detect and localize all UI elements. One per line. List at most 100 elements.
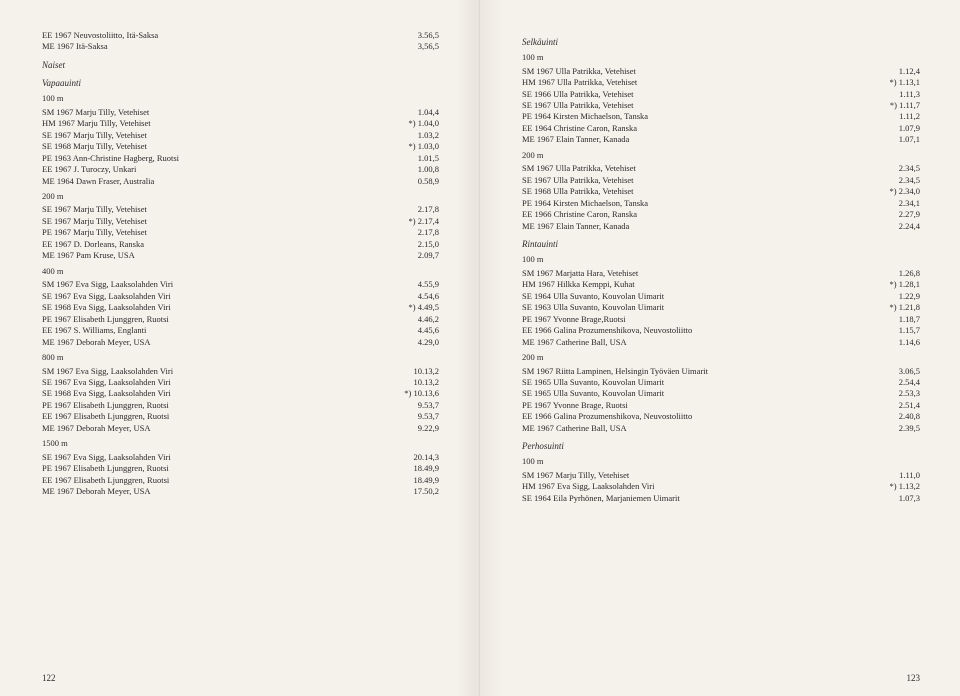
record-row: EE 1966 Galina Prozumenshikova, Neuvosto… <box>522 325 920 336</box>
record-row: ME 1967 Elain Tanner, Kanada 2.24,4 <box>522 221 920 232</box>
distance-heading: 800 m <box>42 352 439 363</box>
record-label: HM 1967 Marju Tilly, Vetehiset <box>42 118 151 129</box>
record-value: 18.49,9 <box>389 463 439 474</box>
record-value: 2.53,3 <box>870 388 920 399</box>
record-label: EE 1967 Elisabeth Ljunggren, Ruotsi <box>42 475 169 486</box>
record-row: HM 1967 Eva Sigg, Laaksolahden Viri*) 1.… <box>522 481 920 492</box>
record-row: EE 1964 Christine Caron, Ranska 1.07,9 <box>522 123 920 134</box>
record-value: 1.07,9 <box>870 123 920 134</box>
record-value: *) 2.34,0 <box>870 186 920 197</box>
record-row: SE 1967 Marju Tilly, Vetehiset1.03,2 <box>42 130 439 141</box>
record-value: *) 1.13,1 <box>870 77 920 88</box>
record-label: EE 1967 Neuvostoliitto, Itä-Saksa <box>42 30 158 41</box>
record-value: 1.15,7 <box>870 325 920 336</box>
record-value: 1.11,2 <box>870 111 920 122</box>
record-value: 10.13,2 <box>389 377 439 388</box>
record-label: SE 1967 Ulla Patrikka, Vetehiset <box>522 100 634 111</box>
record-value: 2.24,4 <box>870 221 920 232</box>
page-number-left: 122 <box>42 672 56 684</box>
record-value: *) 1.04,0 <box>389 118 439 129</box>
record-label: SM 1967 Ulla Patrikka, Vetehiset <box>522 66 636 77</box>
distance-heading: 1500 m <box>42 438 439 449</box>
record-row: ME 1967 Deborah Meyer, USA9.22,9 <box>42 423 439 434</box>
distance-heading: 100 m <box>522 456 920 467</box>
record-label: PE 1964 Kirsten Michaelson, Tanska <box>522 111 648 122</box>
record-row: SM 1967 Marjatta Hara, Vetehiset 1.26,8 <box>522 268 920 279</box>
record-label: SE 1967 Eva Sigg, Laaksolahden Viri <box>42 377 171 388</box>
record-label: ME 1967 Deborah Meyer, USA <box>42 337 151 348</box>
record-value: 10.13,2 <box>389 366 439 377</box>
record-row: EE 1967 J. Turoczy, Unkari1.00,8 <box>42 164 439 175</box>
record-row: HM 1967 Ulla Patrikka, Vetehiset *) 1.13,… <box>522 77 920 88</box>
record-label: HM 1967 Hilkka Kemppi, Kuhat <box>522 279 635 290</box>
record-label: EE 1967 J. Turoczy, Unkari <box>42 164 136 175</box>
book-spread: EE 1967 Neuvostoliitto, Itä-Saksa3.56,5 M… <box>0 0 960 696</box>
record-value: *) 4.49,5 <box>389 302 439 313</box>
section-title: Selkäuinti <box>522 36 920 48</box>
record-row: SE 1967 Marju Tilly, Vetehiset*) 2.17,4 <box>42 216 439 227</box>
record-label: PE 1967 Elisabeth Ljunggren, Ruotsi <box>42 463 169 474</box>
record-label: SM 1967 Riitta Lampinen, Helsingin Työvä… <box>522 366 708 377</box>
record-row: ME 1964 Dawn Fraser, Australia0.58,9 <box>42 176 439 187</box>
record-label: SE 1967 Marju Tilly, Vetehiset <box>42 204 147 215</box>
record-value: 1.12,4 <box>870 66 920 77</box>
record-label: HM 1967 Ulla Patrikka, Vetehiset <box>522 77 637 88</box>
record-label: SE 1968 Eva Sigg, Laaksolahden Viri <box>42 388 171 399</box>
record-value: *) 1.13,2 <box>870 481 920 492</box>
record-label: SE 1963 Ulla Suvanto, Kouvolan Uimarit <box>522 302 664 313</box>
record-value: 2.34,5 <box>870 175 920 186</box>
record-label: ME 1964 Dawn Fraser, Australia <box>42 176 154 187</box>
record-value: 2.54,4 <box>870 377 920 388</box>
record-row: EE 1967 Neuvostoliitto, Itä-Saksa3.56,5 <box>42 30 439 41</box>
record-label: SE 1968 Marju Tilly, Vetehiset <box>42 141 147 152</box>
record-label: ME 1967 Elain Tanner, Kanada <box>522 221 629 232</box>
record-label: ME 1967 Pam Kruse, USA <box>42 250 135 261</box>
record-value: *) 1.03,0 <box>389 141 439 152</box>
record-label: EE 1967 Elisabeth Ljunggren, Ruotsi <box>42 411 169 422</box>
record-value: 9.22,9 <box>389 423 439 434</box>
record-row: SE 1967 Marju Tilly, Vetehiset 2.17,8 <box>42 204 439 215</box>
section-title: Rintauinti <box>522 238 920 250</box>
record-label: PE 1967 Elisabeth Ljunggren, Ruotsi <box>42 314 169 325</box>
record-label: SE 1964 Ulla Suvanto, Kouvolan Uimarit <box>522 291 664 302</box>
distance-heading: 200 m <box>522 352 920 363</box>
record-value: 9.53,7 <box>389 411 439 422</box>
record-row: EE 1967 S. Williams, Englanti4.45,6 <box>42 325 439 336</box>
record-row: SM 1967 Ulla Patrikka, Vetehiset2.34,5 <box>522 163 920 174</box>
page-number-right: 123 <box>907 672 921 684</box>
record-label: SE 1965 Ulla Suvanto, Kouvolan Uimarit <box>522 388 664 399</box>
record-value: 2.09,7 <box>389 250 439 261</box>
record-row: SE 1963 Ulla Suvanto, Kouvolan Uimarit*)… <box>522 302 920 313</box>
record-row: ME 1967 Deborah Meyer, USA4.29,0 <box>42 337 439 348</box>
record-value: 1.26,8 <box>870 268 920 279</box>
record-label: EE 1967 D. Dorleans, Ranska <box>42 239 144 250</box>
record-label: SE 1968 Ulla Patrikka, Vetehiset <box>522 186 634 197</box>
record-row: SE 1968 Ulla Patrikka, Vetehiset *) 2.34,… <box>522 186 920 197</box>
record-label: PE 1967 Marju Tilly, Vetehiset <box>42 227 147 238</box>
record-label: SM 1967 Marju Tilly, Vetehiset <box>522 470 629 481</box>
record-label: EE 1966 Galina Prozumenshikova, Neuvosto… <box>522 411 692 422</box>
record-row: SE 1965 Ulla Suvanto, Kouvolan Uimarit 2.… <box>522 388 920 399</box>
record-row: SM 1967 Ulla Patrikka, Vetehiset 1.12,4 <box>522 66 920 77</box>
record-label: EE 1966 Christine Caron, Ranska <box>522 209 637 220</box>
record-label: SE 1967 Eva Sigg, Laaksolahden Viri <box>42 291 171 302</box>
record-label: SM 1967 Marjatta Hara, Vetehiset <box>522 268 638 279</box>
record-row: SE 1968 Eva Sigg, Laaksolahden Viri*) 10… <box>42 388 439 399</box>
record-value: 3,56,5 <box>389 41 439 52</box>
record-row: SM 1967 Eva Sigg, Laaksolahden Viri4.55,… <box>42 279 439 290</box>
record-row: SE 1967 Eva Sigg, Laaksolahden Viri20.14… <box>42 452 439 463</box>
record-value: 1.04,4 <box>389 107 439 118</box>
record-label: EE 1964 Christine Caron, Ranska <box>522 123 637 134</box>
record-value: 17.50,2 <box>389 486 439 497</box>
record-value: 3.06,5 <box>870 366 920 377</box>
record-value: 2.17,8 <box>389 204 439 215</box>
record-label: ME 1967 Catherine Ball, USA <box>522 423 627 434</box>
record-row: SE 1966 Ulla Patrikka, Vetehiset1.11,3 <box>522 89 920 100</box>
record-row: SE 1968 Eva Sigg, Laaksolahden Viri*) 4.… <box>42 302 439 313</box>
record-value: 1.07,1 <box>870 134 920 145</box>
record-row: SM 1967 Eva Sigg, Laaksolahden Viri10.13… <box>42 366 439 377</box>
record-row: ME 1967 Catherine Ball, USA1.14,6 <box>522 337 920 348</box>
record-value: 2.27,9 <box>870 209 920 220</box>
record-value: 2.34,5 <box>870 163 920 174</box>
distance-heading: 100 m <box>522 254 920 265</box>
